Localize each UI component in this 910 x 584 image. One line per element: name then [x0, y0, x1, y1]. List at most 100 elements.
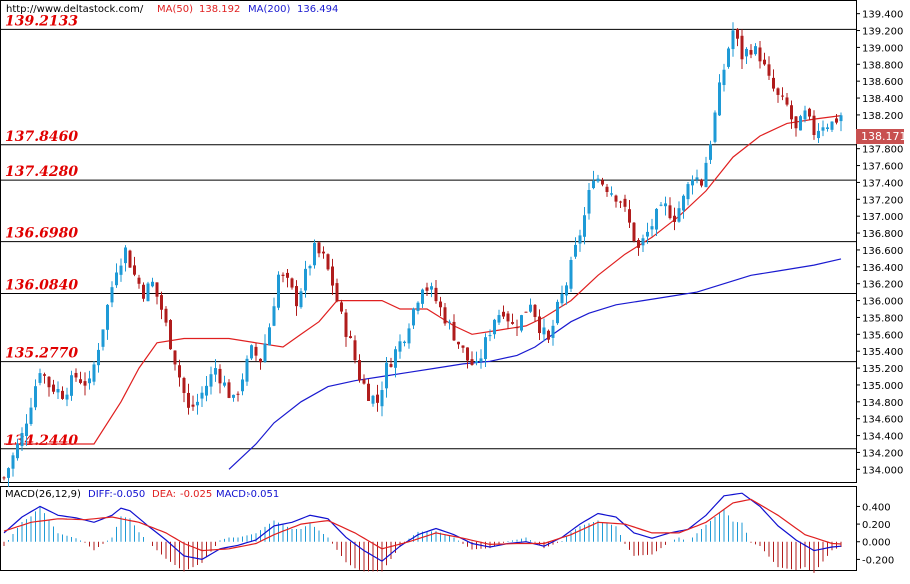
ma200-line — [228, 258, 842, 470]
price-tick-label: 138.800 — [862, 60, 903, 71]
candle-body — [286, 272, 289, 278]
candle-body — [371, 395, 375, 404]
candle-body — [295, 286, 298, 307]
candle-body — [434, 287, 438, 302]
candle-body — [101, 329, 105, 347]
candle-body — [70, 375, 73, 396]
candle-body — [461, 345, 465, 348]
macd-dea-label: DEA: — [152, 489, 176, 500]
candle-body — [128, 250, 132, 268]
candle-body — [443, 307, 447, 324]
ma200-value: 136.494 — [297, 4, 338, 15]
price-tick-label: 134.800 — [862, 398, 903, 409]
price-tick-label: 135.400 — [862, 347, 903, 358]
candle-body — [232, 394, 235, 398]
candle-body — [794, 116, 798, 129]
candle-body — [659, 204, 663, 206]
ma50-line — [4, 115, 842, 445]
candle-body — [488, 335, 492, 337]
price-tick-label: 138.200 — [862, 111, 903, 122]
candle-body — [106, 304, 109, 330]
candle-body — [214, 368, 217, 375]
candle-body — [20, 432, 24, 447]
candle-body — [484, 337, 487, 360]
price-tick-label: 136.200 — [862, 280, 903, 291]
candle-body — [722, 69, 726, 86]
candle-body — [335, 283, 339, 302]
candle-body — [668, 205, 672, 219]
candle-body — [187, 392, 190, 408]
candle-body — [835, 118, 838, 123]
candle-body — [169, 320, 172, 350]
macd-dea-line — [3, 498, 842, 552]
candle-body — [268, 327, 271, 346]
price-tick-label: 136.600 — [862, 246, 903, 257]
candle-body — [740, 35, 744, 60]
candle-body — [758, 47, 762, 62]
candle-body — [601, 180, 604, 185]
candle-body — [664, 203, 667, 207]
candle-body — [416, 302, 420, 311]
candle-body — [520, 315, 523, 331]
candle-body — [385, 362, 388, 389]
candle-body — [605, 186, 609, 192]
moving-averages — [4, 115, 842, 470]
macd-tick-label: 0.400 — [862, 502, 891, 513]
candle-body — [704, 162, 708, 188]
candle-body — [110, 287, 114, 303]
candle-body — [817, 130, 820, 139]
candle-body — [448, 321, 451, 323]
candle-body — [205, 385, 208, 396]
price-tick-label: 136.800 — [862, 229, 903, 240]
candle-body — [146, 283, 150, 302]
candle-body — [151, 281, 154, 287]
price-tick-label: 139.000 — [862, 43, 903, 54]
price-tick-label: 137.200 — [862, 195, 903, 206]
level-label: 137.4280 — [5, 164, 78, 180]
candle-body — [83, 381, 87, 386]
candle-body — [799, 116, 802, 131]
candle-body — [511, 322, 514, 324]
candle-body — [596, 178, 600, 182]
price-tick-label: 139.200 — [862, 27, 903, 38]
candle-body — [380, 390, 384, 407]
candle-body — [650, 226, 654, 230]
candle-body — [695, 177, 699, 180]
level-label: 135.2770 — [5, 346, 78, 362]
candle-body — [133, 265, 136, 275]
candle-body — [25, 423, 28, 437]
candle-body — [304, 268, 307, 291]
candle-body — [367, 383, 370, 401]
candle-body — [115, 272, 118, 286]
price-panel-frame — [0, 0, 857, 483]
candle-body — [254, 346, 258, 356]
price-tick-label: 135.200 — [862, 364, 903, 375]
candle-body — [506, 313, 510, 322]
macd-diff-line — [3, 492, 842, 562]
candle-body — [812, 115, 816, 135]
ma50-value: 138.192 — [199, 4, 240, 15]
candle-body — [529, 304, 532, 312]
candle-body — [803, 110, 807, 120]
candle-body — [772, 77, 775, 89]
candle-body — [137, 277, 141, 284]
candle-body — [88, 378, 91, 384]
level-label: 136.6980 — [5, 226, 78, 242]
candle-body — [290, 278, 294, 288]
candle-body — [587, 189, 591, 214]
candle-body — [691, 179, 694, 186]
price-tick-label: 134.400 — [862, 432, 903, 443]
candle-body — [52, 384, 55, 392]
candle-body — [38, 373, 42, 383]
candle-body — [97, 349, 100, 366]
macd-macd-value: -0.051 — [247, 489, 279, 500]
price-tick-label: 138.400 — [862, 94, 903, 105]
candlesticks — [2, 22, 843, 487]
candle-body — [470, 359, 474, 365]
candle-body — [479, 358, 483, 362]
candle-body — [412, 308, 415, 326]
candle-body — [826, 127, 829, 130]
candle-body — [713, 112, 717, 142]
candle-body — [538, 316, 541, 334]
